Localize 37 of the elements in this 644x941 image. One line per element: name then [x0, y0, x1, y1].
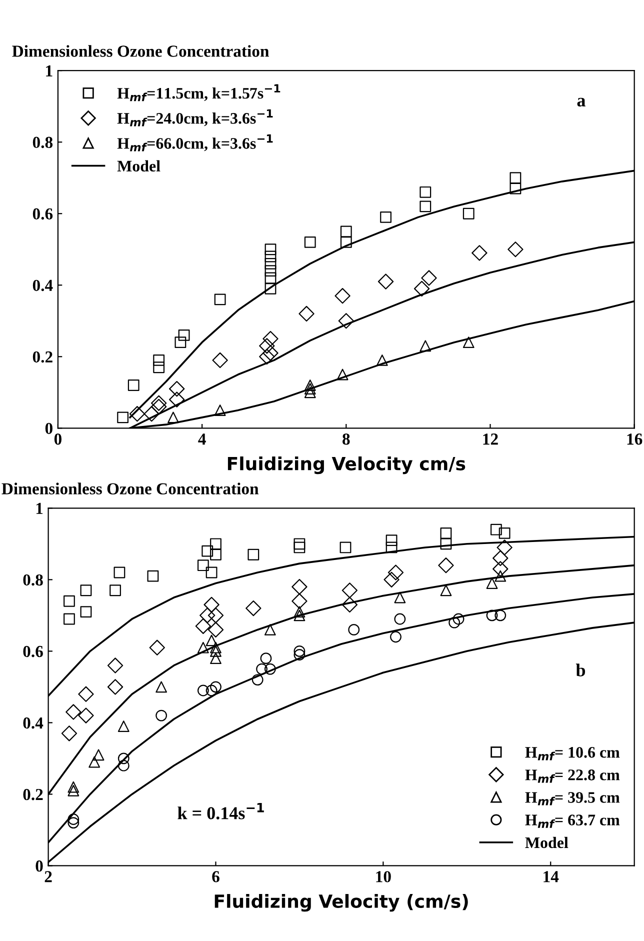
- y-tick-label: 0.6: [23, 646, 43, 658]
- annotation: a: [577, 98, 586, 107]
- legend-label: H$_{mf}$= 39.5 cm: [525, 792, 620, 806]
- chart-title: Dimensionless Ozone Concentration: [12, 45, 269, 57]
- x-tick-label: 8: [342, 434, 350, 445]
- x-tick-label: 10: [376, 871, 391, 882]
- y-tick-label: 0: [45, 422, 52, 434]
- y-tick-label: 0: [36, 860, 43, 872]
- legend-label: Model: [117, 160, 160, 172]
- y-tick-label: 1: [46, 65, 52, 76]
- x-axis-title: Fluidizing Velocity (cm/s): [214, 894, 468, 912]
- legend-label: H$_{mf}$=11.5cm, k=1.57s$^{−1}$: [117, 84, 280, 102]
- x-axis-title: Fluidizing Velocity cm/s: [228, 456, 466, 474]
- legend-label: H$_{mf}$=66.0cm, k=3.6s$^{−1}$: [117, 134, 273, 152]
- x-tick-label: 0: [54, 434, 62, 445]
- y-tick-label: 0.8: [32, 136, 53, 148]
- chart-title: Dimensionless Ozone Concentration: [2, 482, 259, 494]
- legend-label: H$_{mf}$= 22.8 cm: [525, 770, 620, 783]
- y-tick-label: 0.4: [32, 280, 53, 292]
- legend-label: H$_{mf}$= 10.6 cm: [525, 746, 620, 760]
- x-tick-label: 6: [212, 871, 220, 882]
- x-tick-label: 12: [483, 434, 498, 445]
- y-tick-label: 0.2: [32, 351, 52, 363]
- x-tick-label: 2: [44, 871, 52, 882]
- legend-label: H$_{mf}$= 63.7 cm: [525, 814, 620, 828]
- y-tick-label: 0.6: [32, 208, 53, 220]
- legend-label: Model: [525, 836, 568, 848]
- y-tick-label: 1: [36, 502, 43, 514]
- y-tick-label: 0.2: [23, 788, 43, 800]
- x-tick-label: 16: [627, 434, 642, 445]
- y-tick-label: 0.8: [23, 574, 43, 586]
- annotation: b: [576, 664, 586, 676]
- x-tick-label: 4: [198, 434, 206, 445]
- legend-label: H$_{mf}$=24.0cm, k=3.6s$^{−1}$: [117, 109, 273, 126]
- annotation: k = 0.14s$^{−1}$: [178, 802, 264, 820]
- y-tick-label: 0.4: [23, 717, 44, 729]
- x-tick-label: 14: [544, 871, 559, 882]
